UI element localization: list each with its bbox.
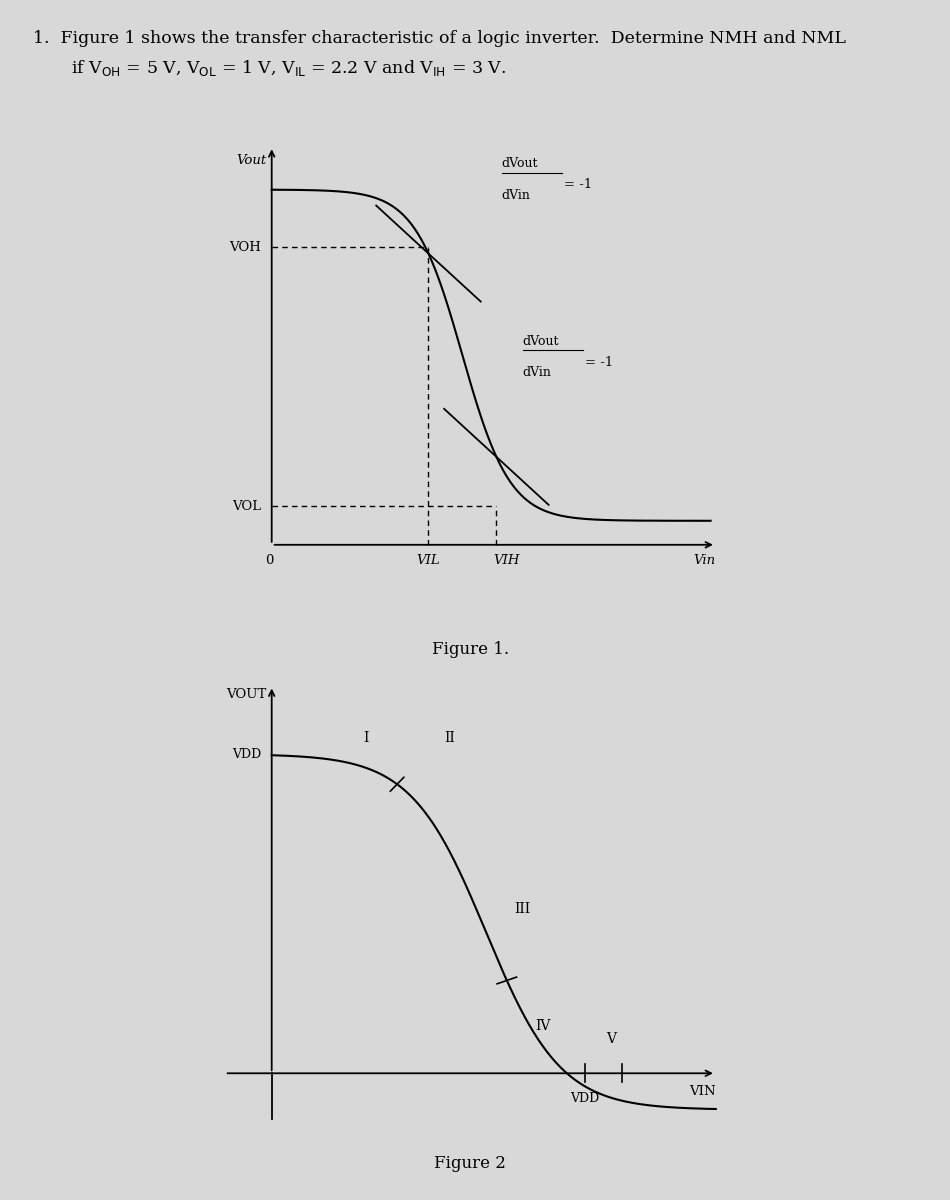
Text: if V$_{\mathsf{OH}}$ = 5 V, V$_{\mathsf{OL}}$ = 1 V, V$_{\mathsf{IL}}$ = 2.2 V a: if V$_{\mathsf{OH}}$ = 5 V, V$_{\mathsf{… — [71, 58, 506, 78]
Text: VIH: VIH — [494, 554, 520, 568]
Text: II: II — [444, 731, 455, 745]
Text: VOH: VOH — [229, 241, 261, 253]
Text: 0: 0 — [265, 554, 274, 568]
Text: VIL: VIL — [417, 554, 440, 568]
Text: VDD: VDD — [571, 1092, 599, 1104]
Text: = -1: = -1 — [585, 356, 614, 368]
Text: Vin: Vin — [694, 554, 716, 568]
Text: dVout: dVout — [502, 157, 538, 170]
Text: VOUT: VOUT — [226, 688, 266, 701]
Text: Figure 1.: Figure 1. — [431, 641, 509, 658]
Text: dVin: dVin — [502, 188, 530, 202]
Text: III: III — [515, 902, 530, 916]
Text: 1.  Figure 1 shows the transfer characteristic of a logic inverter.  Determine N: 1. Figure 1 shows the transfer character… — [33, 30, 846, 47]
Text: dVin: dVin — [522, 366, 551, 379]
Text: dVout: dVout — [522, 335, 559, 348]
Text: V: V — [606, 1032, 617, 1046]
Text: VDD: VDD — [232, 748, 261, 761]
Text: IV: IV — [536, 1019, 551, 1033]
Text: = -1: = -1 — [564, 179, 593, 191]
Text: Figure 2: Figure 2 — [434, 1156, 506, 1172]
Text: Vout: Vout — [237, 154, 266, 167]
Text: I: I — [363, 731, 369, 745]
Text: VIN: VIN — [689, 1085, 716, 1098]
Text: VOL: VOL — [232, 500, 261, 512]
